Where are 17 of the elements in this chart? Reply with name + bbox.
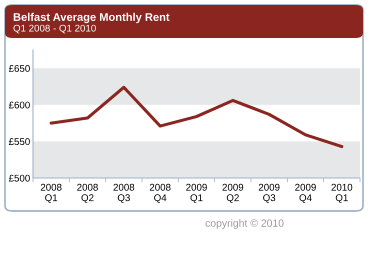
x-tick-label: 2009 Q1: [186, 184, 207, 203]
x-tick-label: 2008 Q3: [114, 184, 134, 203]
x-tick-label: 2008 Q4: [150, 184, 171, 203]
x-tick-label: 2008 Q1: [40, 184, 62, 203]
y-tick-label: £650: [8, 65, 30, 72]
line-series: [50, 86, 344, 148]
y-tick-label: £600: [8, 102, 30, 108]
y-tick-label: £500: [8, 174, 30, 182]
y-tick-label: £550: [8, 138, 30, 146]
x-tick-label: 2009 Q4: [295, 184, 316, 203]
text: copyright © 2010: [206, 219, 284, 229]
x-tick-label: 2009 Q3: [258, 184, 280, 203]
chart-subtitle: Q1 2008 - Q1 2010: [13, 24, 96, 34]
x-tick-label: 2009 Q2: [222, 184, 244, 203]
chart-title: Belfast Average Monthly Rent: [14, 12, 170, 24]
x-tick-label: 2008 Q2: [77, 184, 98, 203]
x-tick-label: 2010 Q1: [332, 184, 352, 203]
